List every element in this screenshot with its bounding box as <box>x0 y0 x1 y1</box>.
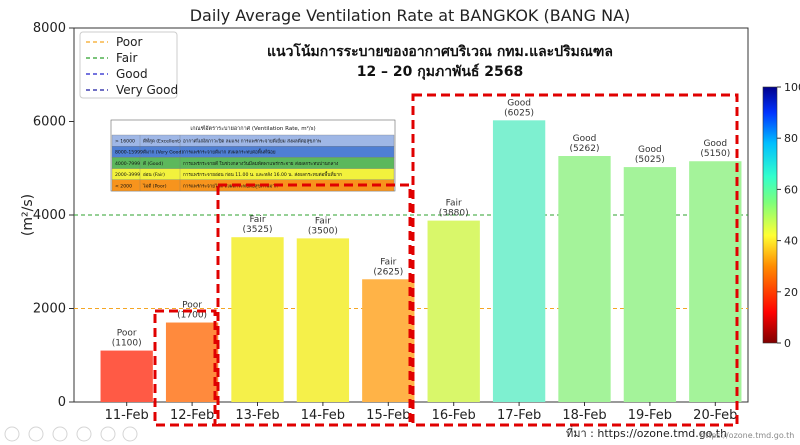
x-tick-label: 12-Feb <box>170 408 214 423</box>
watermark-text: https://ozone.tmd.go.th <box>700 431 794 440</box>
bar-value-label: (2625) <box>373 267 403 277</box>
bar-value-label: (1700) <box>177 311 207 321</box>
bar-value-label: (5262) <box>570 144 600 154</box>
bar-value-label: (3525) <box>243 225 273 235</box>
y-tick-label: 0 <box>58 395 66 410</box>
x-tick-label: 16-Feb <box>432 408 476 423</box>
bar-category-label: Fair <box>380 257 396 267</box>
y-tick-label: 4000 <box>33 208 66 223</box>
x-tick-label: 11-Feb <box>105 408 149 423</box>
colorbar: 0 20 40 60 80 100 <box>762 81 800 350</box>
x-axis-ticks: 11-Feb 12-Feb 13-Feb 14-Feb 15-Feb 16-Feb 17-F… <box>105 402 737 423</box>
bar-category-label: Good <box>507 98 531 108</box>
bar-12-Feb <box>165 322 219 402</box>
chart-subtitle-line2: 12 – 20 กุมภาพันธ์ 2568 <box>357 63 524 80</box>
bar-value-label: (5025) <box>635 155 665 165</box>
bar-category-label: Fair <box>446 199 462 209</box>
criteria-desc: การแพร่กระจายไม่ดี ส่งผลกระทบต่อสุขภาพมา… <box>183 182 278 189</box>
bar-value-label: (3880) <box>439 209 469 219</box>
bar-category-label: Poor <box>182 301 202 311</box>
x-tick-label: 13-Feb <box>235 408 279 423</box>
x-tick-label: 17-Feb <box>497 408 541 423</box>
legend-label: Good <box>116 67 148 81</box>
x-tick-label: 15-Feb <box>366 408 410 423</box>
bar-16-Feb <box>427 220 480 402</box>
bar-value-label: (6025) <box>504 108 534 118</box>
highlight-box-13-15feb <box>216 183 412 427</box>
source-text: ที่มา : https://ozone.tmd.go.th <box>566 425 727 440</box>
criteria-level: ไม่ดี (Poor) <box>142 182 167 189</box>
viewer-pen-icon[interactable] <box>52 426 68 442</box>
criteria-range: > 16000 <box>115 139 135 145</box>
x-tick-label: 14-Feb <box>301 408 345 423</box>
chart-subtitle-line1: แนวโน้มการระบายของอากาศบริเวณ กทม.และปริ… <box>267 42 613 60</box>
x-tick-label: 20-Feb <box>693 408 737 423</box>
criteria-range: < 2000 <box>115 183 132 189</box>
colorbar-tick-label: 40 <box>784 235 798 248</box>
criteria-table-header: เกณฑ์อัตราระบายอากาศ (Ventilation Rate, … <box>190 125 315 132</box>
colorbar-tick-label: 0 <box>784 337 791 350</box>
y-axis-label: (m²/s) <box>20 194 36 236</box>
colorbar-tick-label: 100 <box>784 81 800 94</box>
bar-15-Feb <box>362 279 415 402</box>
criteria-range: 8000-15999 <box>115 150 143 156</box>
colorbar-tick-label: 20 <box>784 286 798 299</box>
y-axis-ticks: 0 2000 4000 6000 8000 <box>33 21 74 410</box>
bar-value-label: (1100) <box>112 339 142 349</box>
bar-category-label: Fair <box>315 216 331 226</box>
colorbar-bar <box>762 86 778 344</box>
criteria-level: ดีมาก (Very Good) <box>143 149 183 156</box>
bar-20-Feb <box>689 161 742 402</box>
highlight-box-12feb <box>153 309 217 427</box>
legend-label: Poor <box>116 35 142 49</box>
bar-category-label: Good <box>638 145 662 155</box>
y-tick-label: 6000 <box>33 115 66 130</box>
bar-17-Feb <box>492 120 546 403</box>
bar-13-Feb <box>231 237 284 402</box>
bar-category-label: Poor <box>117 329 137 339</box>
highlight-box-16-20feb <box>411 93 739 427</box>
chart-title: Daily Average Ventilation Rate at BANGKO… <box>190 6 631 25</box>
bar-18-Feb <box>558 156 611 402</box>
criteria-table: เกณฑ์อัตราระบายอากาศ (Ventilation Rate, … <box>110 119 396 192</box>
bar-value-label: (3500) <box>308 226 338 236</box>
bar-category-label: Good <box>573 134 597 144</box>
criteria-desc: การแพร่กระจายอ่อน ก่อน 11.00 น. และหลัง … <box>183 171 342 178</box>
x-tick-label: 19-Feb <box>628 408 672 423</box>
bar-category-label: Fair <box>249 215 265 225</box>
legend-label: Very Good <box>116 83 178 97</box>
y-tick-label: 2000 <box>33 302 66 317</box>
criteria-desc: อากาศไม่มีสภาวะปิด ลมแรง การแพร่กระจายดี… <box>183 138 321 145</box>
criteria-level: ดีที่สุด (Excellent) <box>143 138 181 145</box>
legend-label: Fair <box>116 51 137 65</box>
colorbar-tick-label: 60 <box>784 183 798 196</box>
criteria-level: ดี (Good) <box>143 160 163 167</box>
criteria-level: อ่อน (Fair) <box>143 172 165 178</box>
viewer-more-icon[interactable] <box>122 426 138 442</box>
colorbar-tick-label: 80 <box>784 132 798 145</box>
x-tick-label: 18-Feb <box>562 408 606 423</box>
criteria-desc: การแพร่กระจายดี ในช่วงกลางวันมีลมพัดพาแพ… <box>183 160 338 167</box>
legend-box <box>79 31 178 99</box>
viewer-next-icon[interactable] <box>28 426 44 442</box>
viewer-zoom-icon[interactable] <box>100 426 116 442</box>
legend: Poor Fair Good Very Good <box>79 31 178 99</box>
bar-14-Feb <box>296 238 350 402</box>
criteria-range: 2000-3999 <box>115 172 140 178</box>
viewer-prev-icon[interactable] <box>4 426 20 442</box>
viewer-copy-icon[interactable] <box>76 426 92 442</box>
y-tick-label: 8000 <box>33 21 66 36</box>
bar-11-Feb <box>100 350 153 402</box>
viewer-controls[interactable] <box>4 426 138 442</box>
criteria-range: 4000-7999 <box>115 161 140 167</box>
bars: Poor(1100)Poor(1700)Fair(3525)Fair(3500)… <box>100 98 742 403</box>
criteria-desc: การแพร่กระจายดีมาก ส่งผลกระทบต่อพื้นที่น… <box>183 149 276 156</box>
bar-value-label: (5150) <box>700 149 730 159</box>
bar-category-label: Good <box>703 139 727 149</box>
bar-19-Feb <box>623 167 677 402</box>
